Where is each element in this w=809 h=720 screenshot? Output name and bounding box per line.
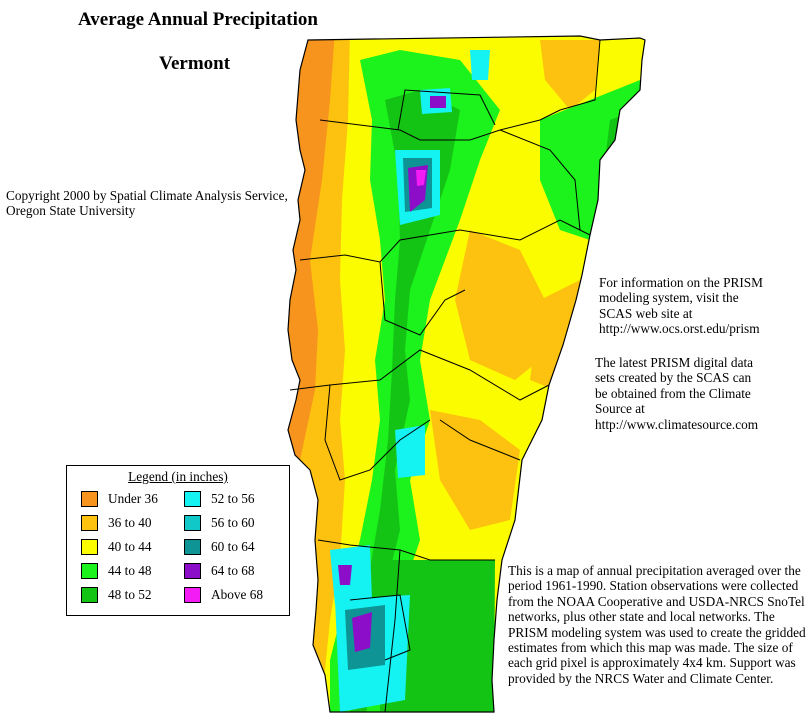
legend-swatch <box>81 491 98 507</box>
legend-swatch <box>184 587 201 603</box>
legend-item-under-36: Under 36 <box>81 490 158 508</box>
legend-title: Legend (in inches) <box>128 469 228 484</box>
legend-swatch <box>184 515 201 531</box>
legend: Legend (in inches) Under 36 36 to 40 40 … <box>66 465 290 616</box>
map-title: Average Annual Precipitation <box>78 9 318 30</box>
county-boundaries <box>289 39 601 713</box>
legend-swatch <box>81 587 98 603</box>
legend-label: 40 to 44 <box>108 539 152 554</box>
legend-label: 60 to 64 <box>211 539 255 554</box>
legend-label: 56 to 60 <box>211 515 255 530</box>
zone-36-40-eastedge <box>530 280 580 390</box>
legend-item-above-68: Above 68 <box>184 586 263 604</box>
zone-64-68-c <box>352 612 372 652</box>
legend-item-48-52: 48 to 52 <box>81 586 152 604</box>
legend-label: 48 to 52 <box>108 587 152 602</box>
zone-52-56-north <box>470 50 490 80</box>
legend-swatch <box>184 491 201 507</box>
zone-above-68 <box>416 170 426 186</box>
prism-info-note: For information on the PRISM modeling sy… <box>599 275 763 337</box>
legend-label: 52 to 56 <box>211 491 255 506</box>
legend-label: Under 36 <box>108 491 158 506</box>
legend-item-40-44: 40 to 44 <box>81 538 152 556</box>
state-outline <box>287 35 646 713</box>
legend-swatch <box>184 563 201 579</box>
map-description: This is a map of annual precipitation av… <box>508 563 806 686</box>
legend-label: 64 to 68 <box>211 563 255 578</box>
legend-swatch <box>184 539 201 555</box>
zone-44-48-spine <box>330 50 500 712</box>
legend-label: Above 68 <box>211 587 264 602</box>
map-subtitle: Vermont <box>159 53 231 74</box>
legend-item-44-48: 44 to 48 <box>81 562 152 580</box>
zone-64-68-a <box>430 96 446 108</box>
legend-item-56-60: 56 to 60 <box>184 514 255 532</box>
copyright-note: Copyright 2000 by Spatial Climate Analys… <box>6 188 288 219</box>
zone-64-68-d <box>338 565 352 585</box>
data-sets-note: The latest PRISM digital data sets creat… <box>595 355 759 432</box>
zone-48-52-spine <box>350 90 460 712</box>
zone-36-40-east <box>455 230 545 380</box>
legend-item-64-68: 64 to 68 <box>184 562 255 580</box>
zone-36-40-southcentral <box>430 410 520 530</box>
zone-36-40-northeast <box>540 40 600 110</box>
zone-48-52-northeast <box>605 110 640 190</box>
legend-swatch <box>81 515 98 531</box>
legend-label: 44 to 48 <box>108 563 152 578</box>
legend-item-36-40: 36 to 40 <box>81 514 152 532</box>
legend-item-52-56: 52 to 56 <box>184 490 255 508</box>
legend-swatch <box>81 539 98 555</box>
legend-swatch <box>81 563 98 579</box>
legend-item-60-64: 60 to 64 <box>184 538 255 556</box>
legend-label: 36 to 40 <box>108 515 152 530</box>
